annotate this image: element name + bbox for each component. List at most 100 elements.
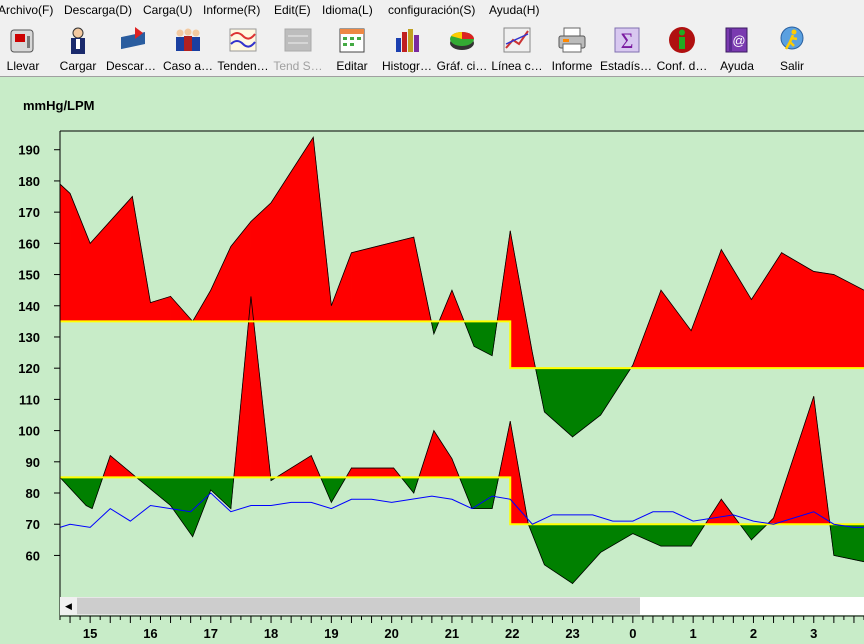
series-1-line	[59, 296, 864, 585]
toolbar-button-label: Ayuda	[720, 59, 754, 73]
y-axis-label: mmHg/LPM	[23, 98, 95, 113]
menu-item-5[interactable]: Idioma(L)	[322, 3, 373, 17]
y-tick-label: 120	[18, 361, 40, 376]
toolbar-button-13[interactable]: @ Ayuda	[710, 22, 764, 74]
x-tick-label: 1	[690, 626, 697, 641]
toolbar-button-label: Tenden…	[217, 59, 269, 73]
y-tick-label: 110	[19, 392, 40, 407]
toolbar-button-label: Histogr…	[381, 59, 432, 73]
toolbar-button-label: Línea c…	[491, 59, 543, 73]
toolbar-button-12[interactable]: Conf. d…	[655, 22, 709, 74]
menu-item-3[interactable]: Informe(R)	[203, 3, 261, 17]
toolbar-button-14[interactable]: Salir	[765, 22, 819, 74]
toolbar-button-label: Caso a…	[162, 59, 214, 73]
x-tick-label: 17	[204, 626, 218, 641]
trend-icon	[229, 28, 257, 52]
help-book-icon: @	[725, 27, 748, 53]
printer-icon	[558, 27, 586, 53]
line-chart-icon	[503, 27, 531, 53]
exit-icon	[780, 26, 804, 50]
bp-chart: 6070809010011012013014015016017018019015…	[18, 130, 864, 644]
histogram-icon	[396, 29, 419, 52]
y-tick-label: 180	[18, 174, 40, 189]
toolbar-button-6[interactable]: Editar	[325, 22, 379, 74]
x-tick-label: 23	[565, 626, 579, 641]
toolbar-button-2[interactable]: Descarg…	[106, 22, 160, 74]
menu-item-7[interactable]: Ayuda(H)	[489, 3, 540, 17]
x-tick-label: 16	[143, 626, 157, 641]
toolbar-button-label: Informe	[551, 59, 593, 73]
menu-bar: Archivo(F) Descarga(D) Carga(U) Informe(R) E…	[0, 0, 864, 20]
menu-item-6[interactable]: configuración(S)	[388, 3, 476, 17]
scroll-left-arrow-icon[interactable]: ◀	[60, 597, 77, 615]
toolbar-button-4[interactable]: Tenden…	[216, 22, 270, 74]
diastolic-threshold-line	[60, 476, 864, 526]
toolbar-button-label: Gráf. ci…	[436, 59, 488, 73]
toolbar-button-0[interactable]: Llevar	[0, 22, 50, 74]
series-1-area-segment	[85, 477, 93, 510]
x-tick-label: 2	[750, 626, 757, 641]
x-tick-label: 19	[324, 626, 338, 641]
horizontal-scrollbar[interactable]: ◀	[60, 597, 864, 615]
toolbar-button-8[interactable]: Gráf. ci…	[435, 22, 489, 74]
series-0-area-segment	[59, 183, 71, 322]
toolbar-button-label: Descarg…	[106, 59, 160, 73]
toolbar-button-1[interactable]: Cargar	[51, 22, 105, 74]
series-1-area-segment	[471, 477, 493, 509]
series-0-area-segment	[250, 202, 272, 322]
systolic-threshold-line	[60, 320, 864, 370]
series-1-area-segment	[660, 523, 692, 547]
toolbar-button-label: Llevar	[6, 59, 40, 73]
menu-item-2[interactable]: Carga(U)	[143, 3, 193, 17]
toolbar-button-label: Conf. d…	[656, 59, 708, 73]
x-tick-label: 15	[83, 626, 97, 641]
x-tick-label: 3	[810, 626, 817, 641]
pie-chart-icon	[450, 31, 474, 50]
y-tick-label: 140	[18, 299, 40, 314]
y-tick-label: 160	[18, 236, 40, 251]
toolbar-button-5[interactable]: Tend S…	[271, 22, 325, 74]
toolbar-button-label: Cargar	[59, 59, 97, 73]
menu-item-0[interactable]: Archivo(F)	[0, 3, 54, 17]
y-tick-label: 190	[18, 143, 40, 158]
menu-item-1[interactable]: Descarga(D)	[64, 3, 133, 17]
series-0-area-segment	[781, 252, 815, 369]
y-tick-label: 150	[18, 268, 40, 283]
sigma-icon: Σ	[614, 27, 640, 53]
scroll-thumb[interactable]	[77, 598, 640, 614]
y-tick-label: 100	[18, 424, 40, 439]
toolbar-button-11[interactable]: Σ Estadíst…	[600, 22, 654, 74]
x-tick-label: 18	[264, 626, 278, 641]
svg-text:Σ: Σ	[621, 28, 634, 53]
y-tick-label: 70	[26, 517, 40, 532]
toolbar-button-label: Tend S…	[273, 59, 323, 73]
series-1-area-segment	[351, 467, 394, 478]
toolbar-button-3[interactable]: Caso a…	[161, 22, 215, 74]
x-tick-label: 22	[505, 626, 519, 641]
x-tick-label: 21	[445, 626, 459, 641]
toolbar-button-label: Salir	[779, 59, 804, 73]
y-tick-label: 60	[26, 548, 40, 563]
toolbar-button-9[interactable]: Línea c…	[490, 22, 544, 74]
download-icon	[121, 27, 145, 50]
y-tick-label: 80	[26, 486, 40, 501]
info-icon	[669, 27, 695, 53]
series-0-area-segment	[833, 274, 864, 369]
toolbar-button-label: Estadíst…	[600, 59, 654, 73]
toolbar-button-10[interactable]: Informe	[545, 22, 599, 74]
toolbar: Llevar Cargar Descarg… Caso a… Tenden… Tend S…	[0, 20, 864, 77]
y-tick-label: 130	[18, 330, 40, 345]
group-icon	[176, 28, 200, 51]
calendar-icon	[339, 28, 365, 53]
toolbar-button-7[interactable]: Histogr…	[380, 22, 434, 74]
scroll-track[interactable]	[640, 597, 864, 615]
series-0-area-segment	[813, 271, 835, 369]
toolbar-button-label: Editar	[336, 59, 368, 73]
y-tick-label: 90	[26, 455, 40, 470]
pulse-line	[59, 492, 864, 528]
x-tick-label: 20	[384, 626, 398, 641]
svg-text:@: @	[732, 33, 745, 48]
series-0-line	[59, 136, 864, 438]
y-tick-label: 170	[18, 205, 40, 220]
menu-item-4[interactable]: Edit(E)	[274, 3, 311, 17]
